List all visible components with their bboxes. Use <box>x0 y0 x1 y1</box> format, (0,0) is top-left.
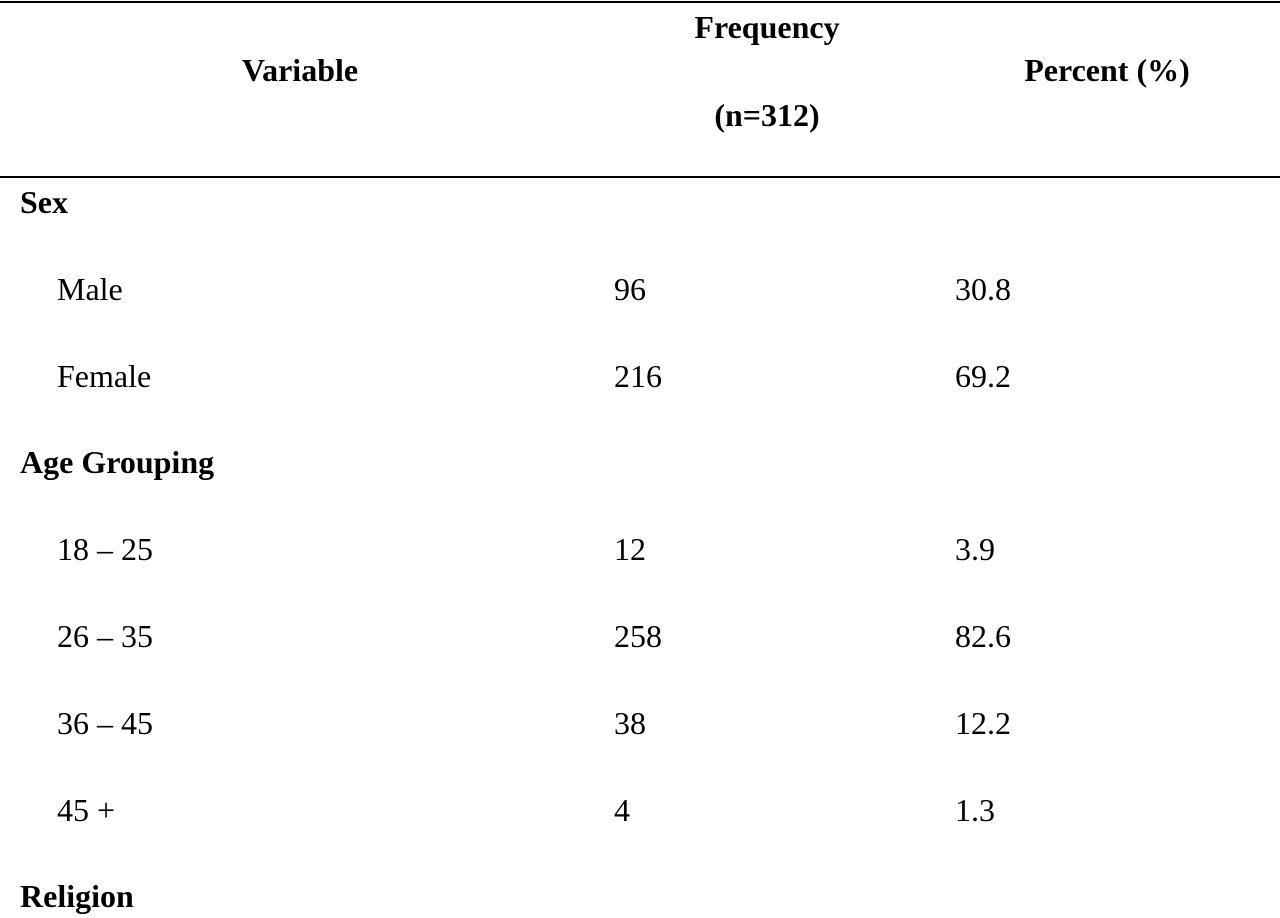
percent-cell: 3.9 <box>955 531 995 568</box>
percent-cell: 1.3 <box>955 791 995 828</box>
frequency-cell: 96 <box>614 270 646 307</box>
percent-cell: 12.2 <box>955 704 1011 741</box>
frequency-cell: 4 <box>614 791 630 828</box>
header-cell: (n=312) <box>714 97 820 133</box>
header-cell: Variable <box>241 52 359 88</box>
header-cell: Percent (%) <box>1024 52 1190 88</box>
frequency-cell: 216 <box>614 357 662 394</box>
group-label: Sex <box>20 184 68 220</box>
percent-cell: 69.2 <box>955 357 1011 394</box>
row-label: Female <box>57 357 152 394</box>
header-cell: Frequency <box>694 9 840 45</box>
frequency-cell: 258 <box>614 618 662 654</box>
row-label: 36 – 45 <box>57 704 153 741</box>
top-rule <box>0 1 1280 3</box>
row-label: 26 – 35 <box>57 618 153 654</box>
header-rule <box>0 176 1280 178</box>
percent-cell: 82.6 <box>955 618 1011 654</box>
row-label: 18 – 25 <box>57 531 153 568</box>
percent-cell: 30.8 <box>955 270 1011 307</box>
row-label: 45 + <box>57 791 116 828</box>
row-label: Male <box>57 270 123 307</box>
frequency-cell: 38 <box>614 704 646 741</box>
group-label: Religion <box>20 878 134 915</box>
frequency-cell: 12 <box>614 531 646 568</box>
group-label: Age Grouping <box>20 444 215 481</box>
